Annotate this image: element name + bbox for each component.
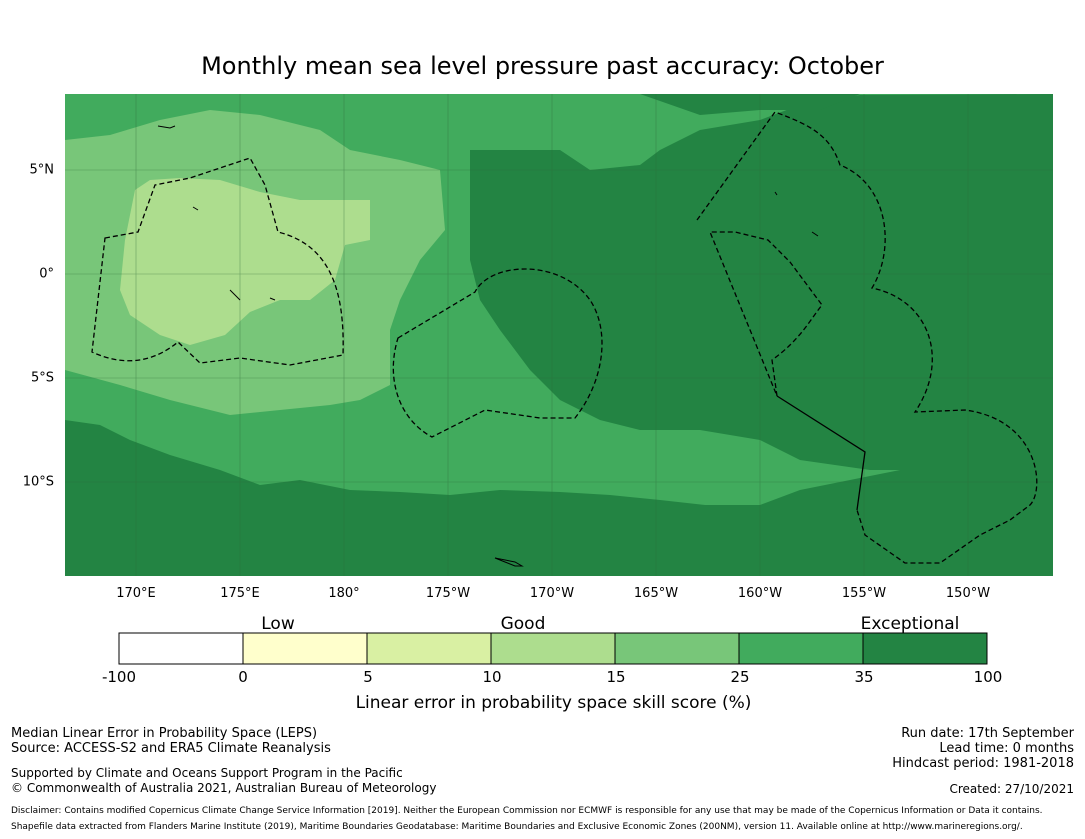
- legend-category-good: Good: [500, 614, 546, 634]
- y-tick-label: 10°S: [22, 474, 54, 490]
- shapefile-credit: Shapefile data extracted from Flanders M…: [11, 822, 1023, 832]
- y-tick-label: 0°: [39, 266, 54, 282]
- eez-boundaries: [91, 111, 1038, 564]
- colorbar-label: 10: [482, 668, 502, 686]
- disclaimer: Disclaimer: Contains modified Copernicus…: [11, 806, 1043, 816]
- y-tick-label: 5°S: [30, 370, 54, 386]
- colorbar-label: 25: [730, 668, 750, 686]
- footer-support: Supported by Climate and Oceans Support …: [11, 766, 403, 780]
- colorbar-cell: [614, 632, 740, 665]
- graticule: [65, 94, 1053, 576]
- footer-credits: Supported by Climate and Oceans Support …: [11, 766, 436, 796]
- eez-boundary-west: [91, 157, 344, 366]
- colorbar-label: 35: [854, 668, 874, 686]
- footer-right: Run date: 17th September Lead time: 0 mo…: [892, 726, 1074, 771]
- colorbar-label: 5: [363, 668, 373, 686]
- skill-region-good-core: [120, 178, 370, 345]
- map-title: Monthly mean sea level pressure past acc…: [201, 52, 884, 80]
- skill-region-exceptional-north: [640, 94, 860, 115]
- eez-boundary-east: [696, 111, 1038, 564]
- skill-region-exceptional-east: [470, 94, 1053, 470]
- island-outlines: [157, 125, 819, 567]
- run-date: Run date: 17th September: [901, 726, 1074, 741]
- x-tick-label: 170°E: [116, 586, 156, 601]
- colorbar-cell: [242, 632, 368, 665]
- footer-copyright: © Commonwealth of Australia 2021, Austra…: [11, 781, 437, 795]
- colorbar-cell: [738, 632, 864, 665]
- footer-method: Median Linear Error in Probability Space…: [11, 726, 318, 741]
- footer-left: Median Linear Error in Probability Space…: [11, 726, 331, 756]
- x-tick-label: 155°W: [841, 586, 887, 601]
- x-tick-label: 180°: [328, 586, 360, 601]
- x-tick-label: 165°W: [633, 586, 679, 601]
- x-tick-label: 170°W: [529, 586, 575, 601]
- maritime-boundary-solid: [776, 395, 866, 511]
- footer-source: Source: ACCESS-S2 and ERA5 Climate Reana…: [11, 741, 331, 756]
- lead-time: Lead time: 0 months: [939, 741, 1074, 756]
- legend-category-exceptional: Exceptional: [860, 614, 960, 634]
- colorbar-cell: [862, 632, 988, 665]
- eez-boundary-central: [392, 268, 603, 438]
- x-tick-label: 175°E: [220, 586, 260, 601]
- map-area: [65, 94, 1053, 576]
- colorbar-label: 0: [238, 668, 248, 686]
- x-tick-label: 160°W: [737, 586, 783, 601]
- colorbar-cell: [118, 632, 244, 665]
- colorbar-title: Linear error in probability space skill …: [355, 693, 752, 713]
- skill-region-exceptional-south: [65, 420, 1053, 576]
- x-tick-label: 175°W: [425, 586, 471, 601]
- colorbar-label: 15: [606, 668, 626, 686]
- colorbar-label: -100: [101, 668, 137, 686]
- legend-category-low: Low: [261, 614, 295, 634]
- colorbar-cell: [366, 632, 492, 665]
- colorbar: [118, 632, 988, 665]
- colorbar-cell: [490, 632, 616, 665]
- y-tick-label: 5°N: [29, 162, 55, 178]
- x-tick-label: 150°W: [945, 586, 991, 601]
- colorbar-label: 100: [973, 668, 1003, 686]
- created-date: Created: 27/10/2021: [949, 782, 1074, 796]
- hindcast-period: Hindcast period: 1981-2018: [892, 756, 1074, 771]
